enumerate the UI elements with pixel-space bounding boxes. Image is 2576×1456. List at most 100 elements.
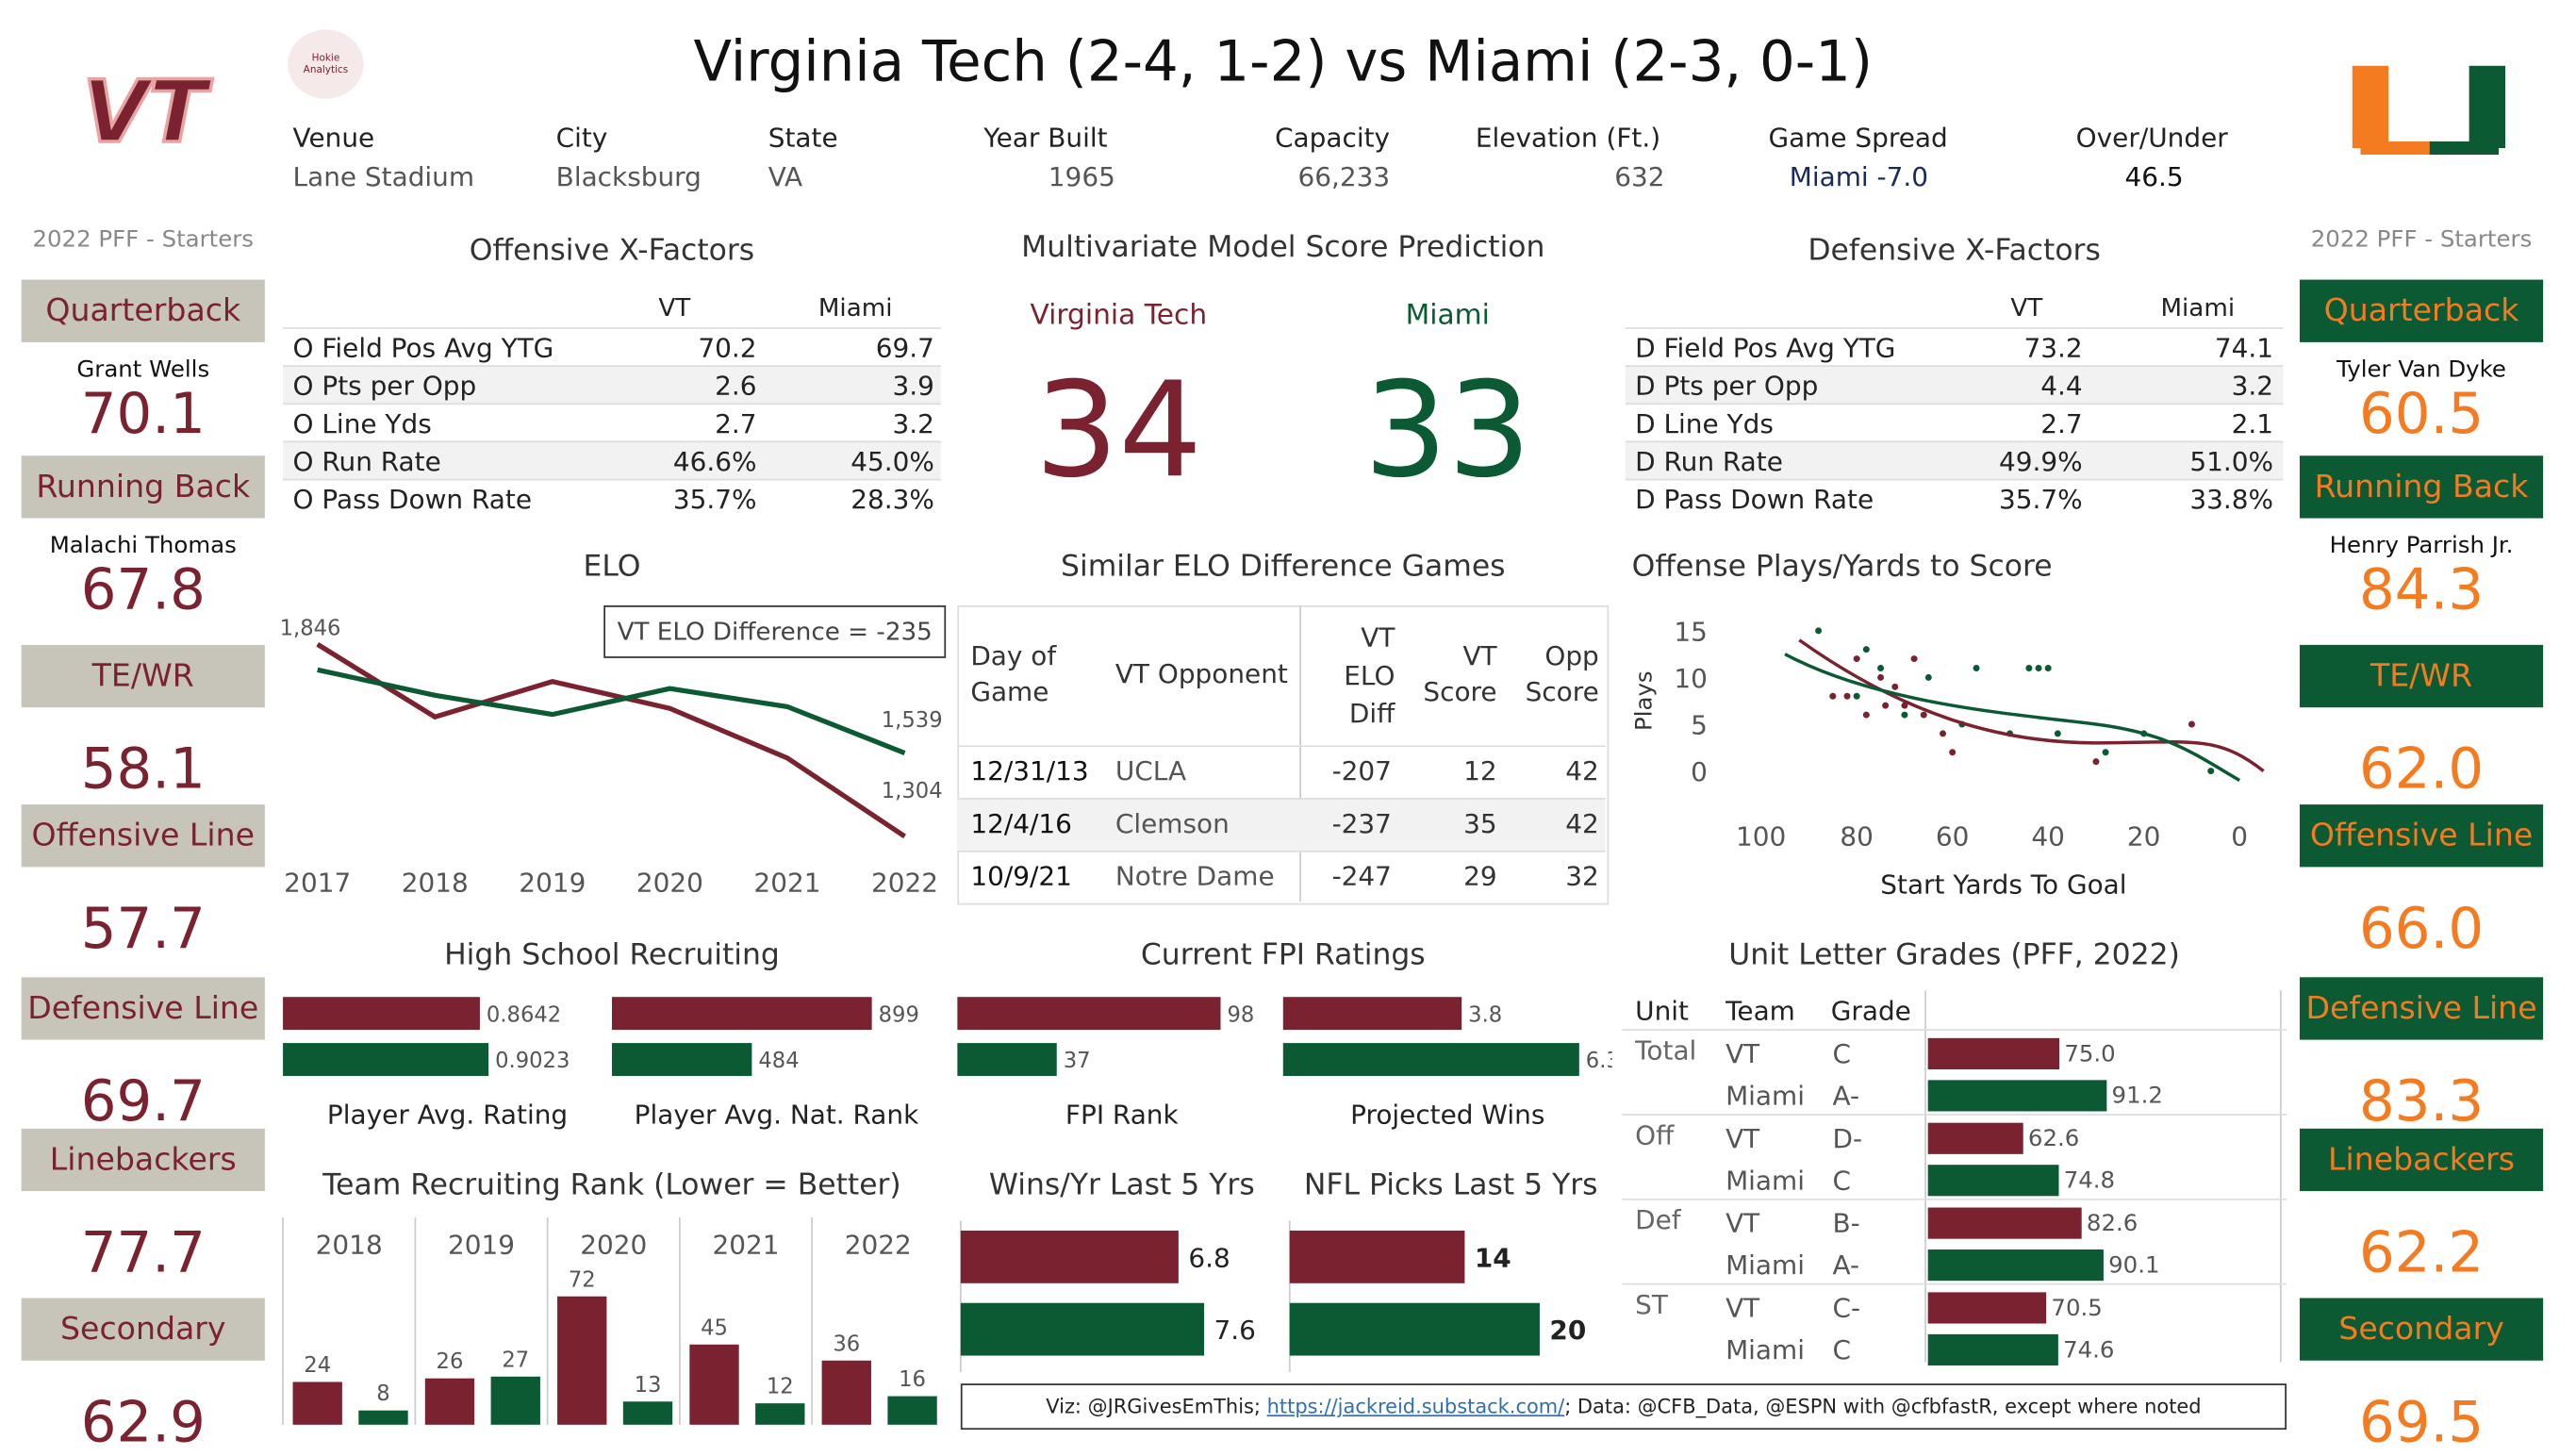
scatter-ylabel: Plays (1630, 670, 1658, 731)
venue-label-3: Year Built (983, 122, 1108, 154)
team-rank-bar-miami (755, 1403, 805, 1425)
vt-pos-3: Offensive Line (21, 804, 265, 868)
vt-player-1: Malachi Thomas (49, 533, 237, 560)
fpi-title: Current FPI Ratings (1140, 937, 1426, 973)
fpi-rank-bar-vt (957, 997, 1221, 1031)
scatter-xtick: 100 (1736, 821, 1786, 852)
scatter-point-miami (1877, 665, 1885, 671)
row-miami: 3.9 (892, 370, 934, 402)
grades-value: 91.2 (2112, 1082, 2163, 1109)
grades-grade: D- (1832, 1123, 1862, 1154)
fpi-wins-bar-miami (1282, 1043, 1579, 1076)
grades-title: Unit Letter Grades (PFF, 2022) (1728, 937, 2180, 973)
scatter-point-miami (2025, 665, 2033, 671)
recruit-rating-bar-miami (283, 1043, 489, 1076)
team-rank-value: 36 (833, 1332, 860, 1356)
sim-row-1 (957, 798, 1606, 851)
vt-pos-2: TE/WR (21, 644, 265, 708)
row-vt: 46.6% (672, 445, 757, 477)
row-vt: 49.9% (1998, 445, 2083, 477)
miami-score-2: 62.0 (2359, 736, 2485, 803)
grades-team: Miami (1726, 1080, 1805, 1111)
fpi-wins-label-miami: 6.3 (1586, 1049, 1612, 1073)
venue-value-2: VA (768, 160, 803, 193)
nfl-value-miami: 20 (1549, 1315, 1586, 1346)
grades-value: 75.0 (2064, 1039, 2115, 1067)
scatter-point-vt (1949, 749, 1957, 756)
miami-pos-5: Linebackers (2299, 1128, 2544, 1192)
grades-bar-vt (1927, 1292, 2047, 1324)
row-label: O Field Pos Avg YTG (292, 332, 554, 364)
sim-vt-0: 12 (1463, 754, 1497, 786)
prediction-vt-label: Virginia Tech (1030, 299, 1208, 333)
elo-xtick: 2020 (636, 868, 703, 899)
scatter-trend-miami (1784, 653, 2241, 782)
miami-logo: U (2352, 65, 2506, 155)
team-rank-year: 2022 (845, 1229, 912, 1260)
sim-date-0: 12/31/13 (970, 754, 1089, 786)
offensive-col-miami: Miami (817, 292, 893, 323)
fpi-wins-caption: Projected Wins (1350, 1099, 1545, 1131)
fpi-rank-bar-miami (957, 1043, 1057, 1076)
miami-logo-text: U (2429, 124, 2431, 126)
sim-diff-2: -247 (1331, 860, 1392, 892)
nfl-bar-miami (1289, 1302, 1540, 1356)
hokie-analytics-logo-text: Hokie Analytics (303, 52, 349, 76)
offensive-xfactors-title: Offensive X-Factors (469, 233, 755, 269)
scatter-point-miami (1815, 627, 1823, 635)
scatter-xtick: 80 (1840, 821, 1874, 852)
row-label: D Run Rate (1635, 445, 1783, 477)
elo-xtick: 2021 (753, 868, 820, 899)
footer-link[interactable]: https://jackreid.substack.com/ (1266, 1395, 1565, 1418)
grades-grade: A- (1832, 1249, 1859, 1281)
scatter-point-vt (1882, 702, 1890, 709)
scatter-point-vt (1901, 702, 1908, 709)
scatter-point-vt (1891, 683, 1899, 690)
team-rank-bar-vt (689, 1344, 739, 1425)
team-rank-year: 2018 (316, 1229, 383, 1260)
row-label: O Run Rate (292, 445, 441, 477)
scatter-point-vt (1920, 711, 1927, 719)
row-label: D Pts per Opp (1635, 370, 1819, 402)
recruiting-title: High School Recruiting (444, 937, 780, 973)
scatter-point-miami (1924, 673, 1932, 681)
team-rank-bar-vt (424, 1378, 475, 1425)
venue-value-0: Lane Stadium (292, 160, 475, 193)
venue-label-7: Over/Under (2075, 122, 2228, 154)
row-label: D Pass Down Rate (1635, 483, 1874, 516)
scatter-point-vt (1910, 655, 1918, 663)
elo-label-miami-end: 1,539 (882, 708, 943, 733)
defensive_xfactors-row-4: D Pass Down Rate 35.7% 33.8% (1625, 478, 2284, 517)
sim-oppscore-2: 32 (1565, 860, 1599, 892)
footer-suffix: ; Data: @CFB_Data, @ESPN with @cfbfastR,… (1564, 1395, 2202, 1418)
scatter-point-vt (1877, 673, 1885, 681)
miami-pos-4: Defensive Line (2299, 977, 2544, 1040)
hokie-analytics-logo: Hokie Analytics (288, 29, 364, 99)
sim-header-opp: VT Opponent (1115, 657, 1288, 689)
row-label: O Line Yds (292, 407, 432, 439)
grades-grade: A- (1832, 1080, 1859, 1111)
vt-pos-1: Running Back (21, 455, 265, 519)
miami-score-6: 69.5 (2359, 1390, 2485, 1456)
elo-chart: 2017 2018 2019 2020 2021 2022 1,846 1,539 1,304 (280, 616, 943, 899)
grades-grade: C (1832, 1334, 1851, 1365)
scatter-xlabel: Start Yards To Goal (1880, 869, 2126, 900)
offensive_xfactors-row-1: O Pts per Opp 2.6 3.9 (283, 365, 941, 404)
scatter-point-vt (1853, 655, 1860, 663)
vt-score-6: 62.9 (80, 1390, 206, 1456)
elo-xtick: 2018 (402, 868, 469, 899)
row-miami: 74.1 (2214, 332, 2274, 364)
scatter-xtick: 40 (2031, 821, 2065, 852)
sim-header-diff: VT ELO Diff (1344, 621, 1395, 729)
elo-xtick: 2022 (871, 868, 938, 899)
team-rank-bar-vt (557, 1296, 607, 1425)
defensive_xfactors-row-3: D Run Rate 49.9% 51.0% (1625, 440, 2284, 479)
grades-value: 70.5 (2051, 1294, 2102, 1321)
vt-player-0: Grant Wells (76, 356, 210, 384)
vt-pos-5: Linebackers (21, 1128, 265, 1192)
vt-pff-label: 2022 PFF - Starters (32, 226, 255, 254)
team-rank-year: 2020 (580, 1229, 647, 1260)
vt-score-4: 69.7 (80, 1068, 206, 1135)
defensive-col-vt: VT (2010, 292, 2043, 323)
